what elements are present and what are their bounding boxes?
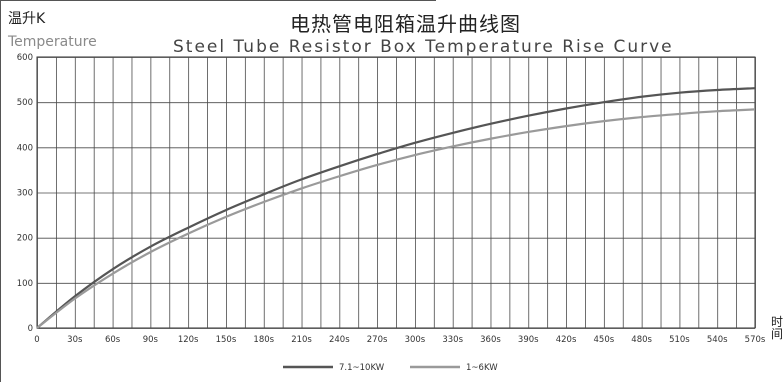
x-tick-label: 300s <box>405 335 426 345</box>
y-tick-label: 300 <box>17 189 33 199</box>
chart-title: 电热管电阻箱温升曲线图 <box>290 12 521 36</box>
x-tick-label: 240s <box>329 335 350 345</box>
legend-label: 7.1~10KW <box>339 363 385 373</box>
x-tick-label: 450s <box>594 335 615 345</box>
legend-label: 1~6KW <box>466 363 498 373</box>
y-axis-label-english: Temperature <box>8 34 97 50</box>
series-line <box>36 108 756 329</box>
series-line <box>36 87 756 329</box>
x-tick-label: 210s <box>291 335 312 345</box>
x-tick-label: 180s <box>253 335 274 345</box>
y-tick-label: 0 <box>28 324 33 334</box>
x-tick-label: 480s <box>631 335 652 345</box>
x-tick-label: 570s <box>745 335 766 345</box>
x-tick-label: 60s <box>105 335 121 345</box>
y-tick-label: 600 <box>17 53 33 63</box>
x-tick-label: 0 <box>34 335 39 345</box>
y-tick-label: 100 <box>17 279 33 289</box>
x-tick-label: 330s <box>442 335 463 345</box>
plot-area <box>36 56 756 329</box>
x-tick-label: 30s <box>67 335 83 345</box>
left-border-line <box>0 0 1 382</box>
x-tick-label: 540s <box>707 335 728 345</box>
x-axis-label: 时间 <box>771 315 783 341</box>
x-tick-label: 270s <box>367 335 388 345</box>
y-tick-label: 500 <box>17 98 33 108</box>
x-tick-label: 90s <box>143 335 159 345</box>
top-border-line <box>0 0 436 1</box>
x-tick-label: 420s <box>556 335 577 345</box>
x-tick-label: 510s <box>669 335 690 345</box>
x-tick-label: 150s <box>216 335 237 345</box>
chart-subtitle: Steel Tube Resistor Box Temperature Rise… <box>173 37 674 57</box>
x-tick-label: 360s <box>480 335 501 345</box>
y-tick-label: 200 <box>17 234 33 244</box>
x-tick-label: 120s <box>178 335 199 345</box>
x-tick-label: 390s <box>518 335 539 345</box>
y-tick-label: 400 <box>17 143 33 153</box>
y-axis-label: 温升K <box>8 11 46 27</box>
